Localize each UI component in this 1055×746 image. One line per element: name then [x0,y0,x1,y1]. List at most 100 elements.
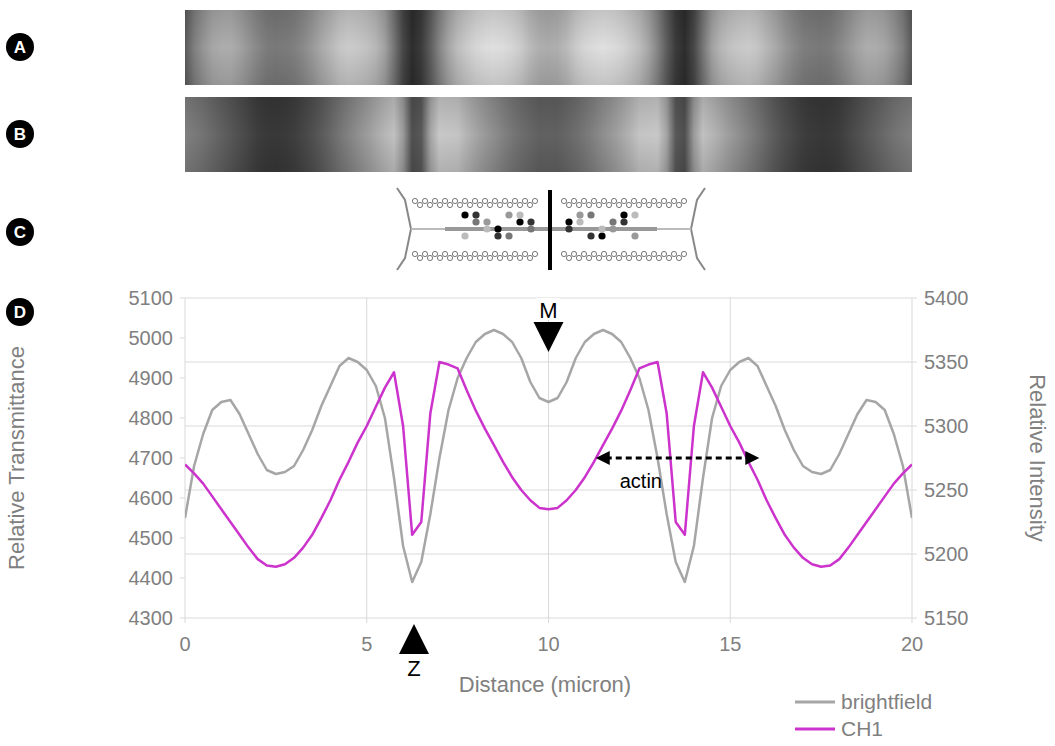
actin-bead [636,255,641,260]
actin-bead [527,255,532,260]
myosin-head [631,232,638,239]
actin-arrowhead [745,451,759,465]
tick-y2 [912,298,917,299]
panel-badge [6,120,34,148]
actin-bead [566,202,571,207]
axis-title-x: Distance (micron) [459,672,631,697]
actin-bead [487,255,492,260]
tick-y [180,298,185,299]
tick-label-y2: 5400 [924,287,969,309]
actin-bead [482,251,487,256]
actin-bead [676,202,681,207]
actin-bead [591,198,596,203]
myosin-head [620,218,627,225]
tick-label-y: 4400 [129,567,174,589]
z-disc [691,188,705,270]
myosin-head [516,211,523,218]
myosin-head [461,211,468,218]
tick-y2 [912,362,917,363]
actin-bead [611,251,616,256]
tick-label-y: 4900 [129,367,174,389]
tick-y2 [912,618,917,619]
actin-bead [477,202,482,207]
actin-bead [661,251,666,256]
actin-bead [507,255,512,260]
tick-y [180,578,185,579]
actin-bead [462,251,467,256]
actin-bead [437,255,442,260]
actin-bead [512,251,517,256]
grid-line-y [185,554,912,555]
actin-bead [487,202,492,207]
myosin-head [620,211,627,218]
myosin-head [576,218,583,225]
actin-bead [517,255,522,260]
myosin-head [505,211,512,218]
actin-bead [527,202,532,207]
actin-bead [472,198,477,203]
actin-bead [591,251,596,256]
actin-bead [671,251,676,256]
tick-y [180,498,185,499]
axis-title-y2: Relative Intensity [1025,374,1050,542]
micrograph-a [185,10,912,85]
tick-label-y2: 5150 [924,607,969,629]
tick-x [548,618,549,623]
actin-bead [561,251,566,256]
myosin-head [631,211,638,218]
actin-bead [596,255,601,260]
grid-line-y [185,362,912,363]
tick-y [180,538,185,539]
actin-bead [651,251,656,256]
tick-label-y2: 5200 [924,543,969,565]
tick-label-y: 4700 [129,447,174,469]
actin-arrow [606,457,750,460]
actin-bead [502,251,507,256]
myosin-head [527,225,534,232]
actin-bead [472,251,477,256]
actin-bead [492,198,497,203]
panel-badge [6,298,34,326]
panel-badge [6,33,34,61]
myosin-head [527,218,534,225]
myosin-head [483,218,490,225]
actin-bead [497,202,502,207]
actin-bead [517,202,522,207]
tick-y [180,418,185,419]
actin-arrowhead [596,451,610,465]
panel-letter: C [14,223,26,242]
myosin-head [494,225,501,232]
actin-bead [427,202,432,207]
panel-badge [6,218,34,246]
actin-bead [636,202,641,207]
tick-y2 [912,554,917,555]
grid-line-y [185,426,912,427]
tick-y [180,378,185,379]
actin-bead [611,198,616,203]
actin-bead [417,255,422,260]
actin-bead [462,198,467,203]
tick-label-y: 4600 [129,487,174,509]
actin-bead [432,198,437,203]
actin-bead [427,255,432,260]
tick-label-y: 4300 [129,607,174,629]
actin-bead [532,251,537,256]
actin-bead [576,202,581,207]
series-line [185,330,912,582]
actin-bead [621,198,626,203]
myosin-head [565,225,572,232]
tick-x [912,618,913,623]
actin-bead [442,198,447,203]
actin-bead [601,251,606,256]
myosin-head [598,232,605,239]
tick-label-x: 10 [537,633,559,655]
series-line [185,362,912,567]
legend-label: CH1 [841,717,883,740]
actin-bead [502,198,507,203]
actin-bead [641,251,646,256]
actin-bead [452,198,457,203]
legend-label: brightfield [841,690,932,713]
micrograph-b [185,97,912,172]
actin-bead [477,255,482,260]
actin-bead [576,255,581,260]
